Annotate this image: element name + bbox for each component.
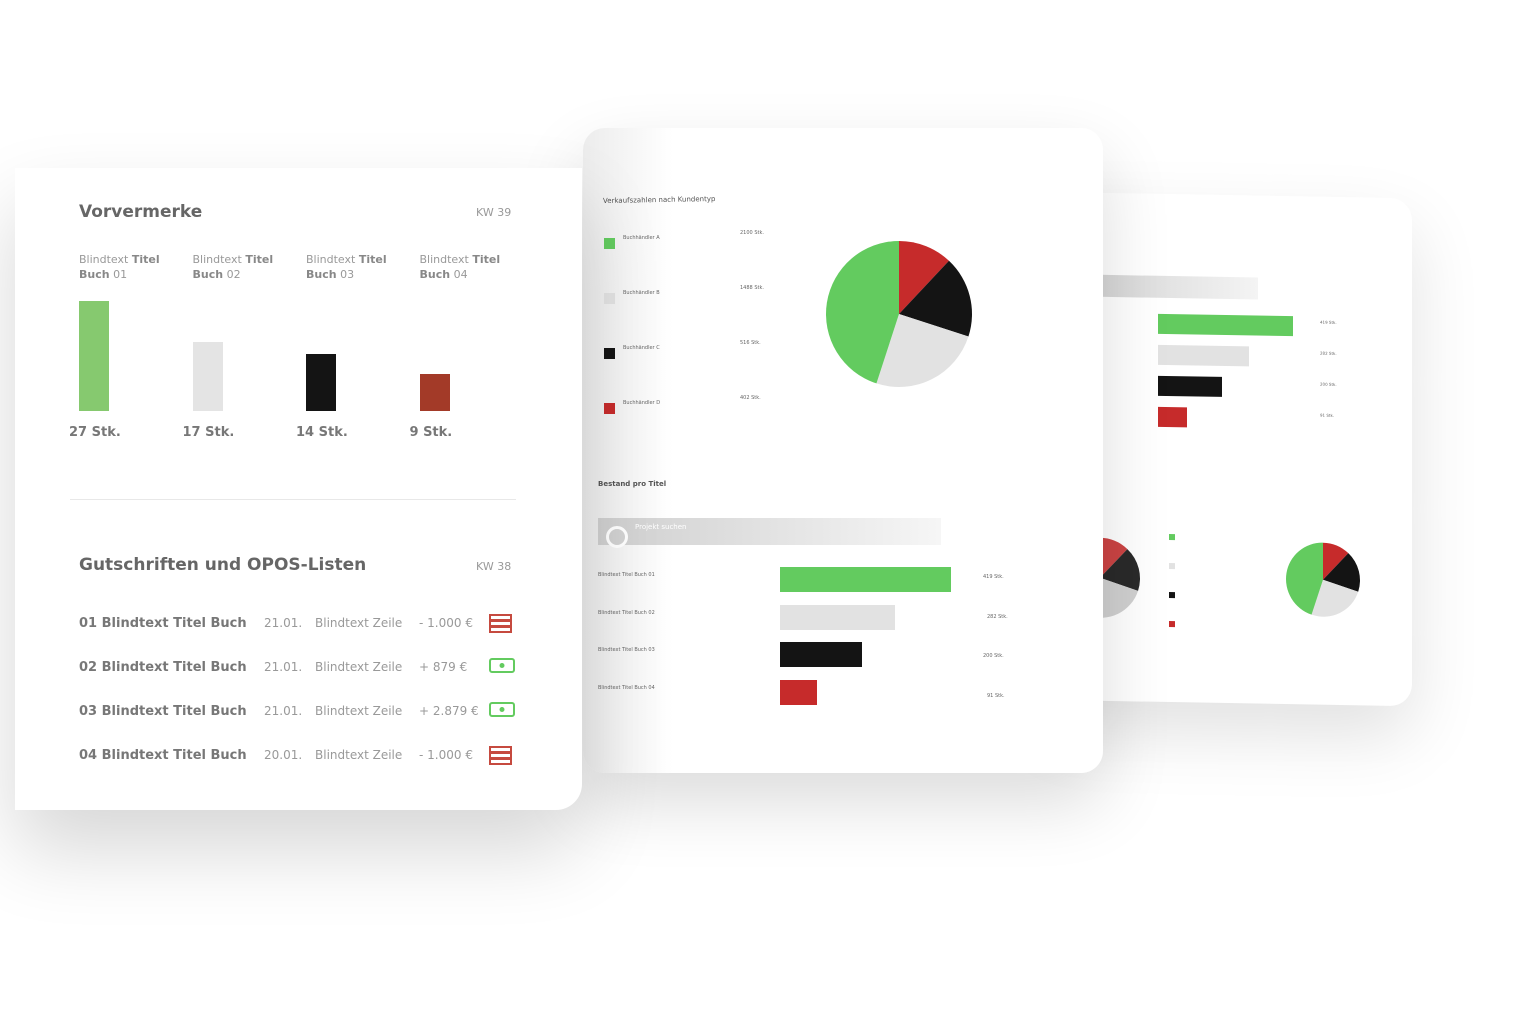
pie-slice	[1323, 553, 1360, 592]
bar	[419, 374, 450, 411]
legend-label: Buchhändler C	[623, 345, 660, 351]
search-icon	[606, 526, 628, 548]
legend-swatch	[604, 348, 615, 359]
stock-label: Blindtext Titel Buch 02	[598, 609, 655, 616]
pie-slice	[899, 241, 949, 314]
row-amount: - 1.000 €	[419, 616, 473, 630]
bar-value: 27 Stk.	[69, 425, 121, 440]
credit-row[interactable]: 01 Blindtext Titel Buch 21.01. Blindtext Z…	[79, 614, 519, 638]
stock-bar	[1158, 406, 1188, 428]
legend-swatch	[604, 403, 615, 414]
stock-bar	[780, 604, 896, 630]
search-placeholder: Projekt suchen	[635, 523, 687, 531]
sales-pie-chart	[826, 241, 972, 387]
row-date: 21.01.	[264, 660, 303, 674]
stock-bar	[780, 642, 862, 667]
money-icon[interactable]	[489, 658, 515, 676]
row-text: Blindtext Zeile	[315, 660, 403, 674]
legend-value: 1488 Stk.	[740, 285, 764, 291]
legend-swatch	[604, 293, 615, 304]
pie-slice	[1100, 537, 1128, 578]
row-title: 01 Blindtext Titel Buch	[79, 616, 247, 631]
legend-value: 516 Stk.	[740, 340, 761, 346]
stock-bar	[780, 567, 951, 592]
pie-slice	[1286, 542, 1323, 615]
legend-label: Buchhändler A	[623, 235, 660, 241]
pie-slice	[1323, 542, 1349, 580]
bar-label: Blindtext Titel Buch 02	[192, 253, 274, 281]
stock-value: 282 Stk.	[987, 613, 1008, 620]
stock-bar	[1158, 313, 1293, 337]
stock-value: 91 Stk.	[987, 692, 1005, 699]
stock-value: 419 Stk.	[1320, 319, 1337, 325]
bar-label: Blindtext Titel Buch 03	[306, 253, 387, 281]
legend-value: 402 Stk.	[740, 395, 761, 401]
legend-label: Buchhändler B	[623, 290, 660, 296]
money-icon[interactable]	[489, 702, 515, 720]
row-amount: + 2.879 €	[419, 704, 479, 718]
bar	[306, 353, 336, 411]
row-text: Blindtext Zeile	[315, 748, 403, 762]
row-title: 04 Blindtext Titel Buch	[79, 748, 247, 763]
row-title: 02 Blindtext Titel Buch	[79, 660, 247, 675]
row-text: Blindtext Zeile	[315, 616, 403, 630]
gutschriften-title: Gutschriften und OPOS-Listen	[79, 555, 367, 575]
bar	[192, 341, 223, 411]
row-title: 03 Blindtext Titel Buch	[79, 704, 247, 719]
credit-row[interactable]: 03 Blindtext Titel Buch 21.01. Blindtext Z…	[79, 702, 519, 726]
stock-label: Blindtext Titel Buch 04	[598, 684, 655, 691]
invoice-list-icon[interactable]	[489, 746, 513, 765]
row-amount: - 1.000 €	[419, 748, 473, 762]
search-bar	[1100, 274, 1258, 300]
vorvermerke-title: Vorvermerke	[79, 202, 203, 222]
pie-slice	[899, 260, 972, 337]
stock-chart-title: Bestand pro Titel	[598, 480, 667, 488]
legend-value: 2100 Stk.	[740, 230, 764, 236]
stock-bar	[1158, 375, 1223, 397]
stock-bar	[780, 679, 818, 705]
stock-value: 282 Stk.	[1320, 350, 1337, 356]
pie-slice	[1311, 579, 1359, 617]
pie-slice	[1100, 549, 1140, 591]
project-search-input[interactable]: Projekt suchen	[598, 518, 941, 548]
stock-bar	[1158, 344, 1249, 367]
bookings-card: Vorvermerke KW 39 Blindtext Titel Buch 01…	[15, 168, 582, 810]
row-amount: + 879 €	[419, 660, 468, 674]
bar-value: 9 Stk.	[409, 425, 453, 440]
legend-swatch	[604, 238, 615, 249]
pie-slice	[826, 241, 899, 384]
sales-chart-title: Verkaufszahlen nach Kundentyp	[602, 195, 716, 205]
stock-label: Blindtext Titel Buch 01	[598, 572, 655, 578]
divider	[70, 499, 516, 500]
row-text: Blindtext Zeile	[315, 704, 403, 718]
legend-label: Buchhändler D	[623, 400, 661, 406]
bar-value: 14 Stk.	[296, 425, 348, 440]
vorvermerke-week: KW 39	[476, 206, 512, 219]
bar-label: Blindtext Titel Buch 04	[419, 253, 501, 281]
invoice-list-icon[interactable]	[489, 614, 513, 633]
bar-label: Blindtext Titel Buch 01	[79, 253, 160, 281]
stock-value: 419 Stk.	[983, 574, 1004, 580]
row-date: 21.01.	[264, 616, 303, 630]
bar-value: 17 Stk.	[182, 425, 235, 440]
sales-dashboard-card: Verkaufszahlen nach Kundentyp Buchhändle…	[583, 128, 1103, 773]
row-date: 20.01.	[264, 748, 303, 762]
row-date: 21.01.	[264, 704, 303, 718]
stock-value: 91 Stk.	[1320, 412, 1335, 418]
bar	[79, 301, 109, 411]
pie-chart-small	[1286, 542, 1360, 617]
stock-label: Blindtext Titel Buch 03	[598, 647, 655, 653]
stock-value: 200 Stk.	[1320, 381, 1337, 387]
stock-value: 200 Stk.	[983, 653, 1004, 659]
credit-row[interactable]: 04 Blindtext Titel Buch 20.01. Blindtext Z…	[79, 746, 519, 770]
pie-slice	[876, 314, 969, 387]
gutschriften-week: KW 38	[476, 560, 512, 573]
credit-row[interactable]: 02 Blindtext Titel Buch 21.01. Blindtext Z…	[79, 658, 519, 682]
